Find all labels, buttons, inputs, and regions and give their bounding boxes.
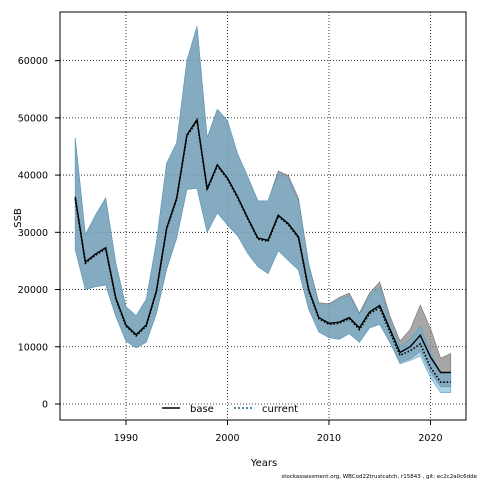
x-axis-label: Years <box>250 458 277 469</box>
x-tick-label: 2000 <box>215 433 239 444</box>
legend: base current <box>162 404 298 415</box>
x-axis-ticks: 1990 2000 2010 2020 <box>114 420 443 444</box>
confidence-bands <box>74 26 452 393</box>
y-tick-label: 30000 <box>18 228 48 239</box>
y-tick-label: 50000 <box>18 113 48 124</box>
legend-label-current: current <box>262 404 298 415</box>
band-current <box>74 26 452 393</box>
caption: stockassessment.org, WBCod22trustcatch, … <box>281 474 477 480</box>
y-axis-ticks: 0 10000 20000 30000 40000 50000 60000 <box>18 56 60 410</box>
series-lines <box>74 117 451 384</box>
x-tick-label: 2020 <box>418 433 442 444</box>
plot-frame <box>59 11 467 421</box>
y-axis-label: SSB <box>13 208 24 228</box>
plot-border <box>59 11 467 421</box>
y-tick-label: 10000 <box>18 342 48 353</box>
y-tick-label: 40000 <box>18 171 48 182</box>
line-base <box>74 117 451 374</box>
x-tick-label: 1990 <box>114 433 138 444</box>
y-tick-label: 0 <box>42 399 48 410</box>
legend-label-base: base <box>190 404 214 415</box>
y-tick-label: 60000 <box>18 56 48 67</box>
line-current <box>74 118 451 384</box>
y-tick-label: 20000 <box>18 285 48 296</box>
x-tick-label: 2010 <box>317 433 341 444</box>
